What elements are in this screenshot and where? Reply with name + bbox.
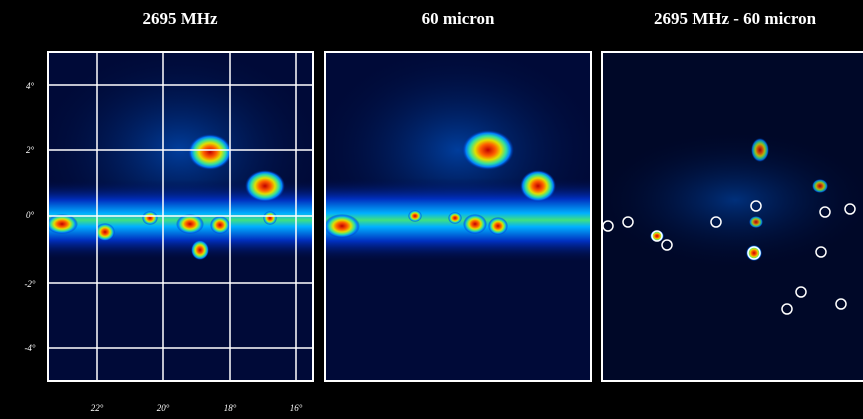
y-tick-label: -2° <box>24 279 35 289</box>
page: 2695 MHz 60 micron 2695 MHz - 60 micron <box>0 0 863 419</box>
radio-image <box>30 40 330 381</box>
x-tick-label: 22° <box>91 403 104 413</box>
y-tick-label: 2° <box>26 145 35 155</box>
x-tick-label: 20° <box>157 403 170 413</box>
panel-title: 2695 MHz <box>142 9 218 28</box>
panel-title: 60 micron <box>422 9 495 28</box>
y-tick-label: 0° <box>26 210 35 220</box>
difference-image <box>595 52 863 381</box>
y-tick-label: -4° <box>24 343 35 353</box>
y-tick-label: 4° <box>26 81 35 91</box>
x-tick-label: 18° <box>224 403 237 413</box>
x-tick-label: 16° <box>290 403 303 413</box>
figure: 2695 MHz 60 micron 2695 MHz - 60 micron <box>0 0 863 419</box>
infrared-image <box>308 40 608 381</box>
panel-title: 2695 MHz - 60 micron <box>654 9 817 28</box>
